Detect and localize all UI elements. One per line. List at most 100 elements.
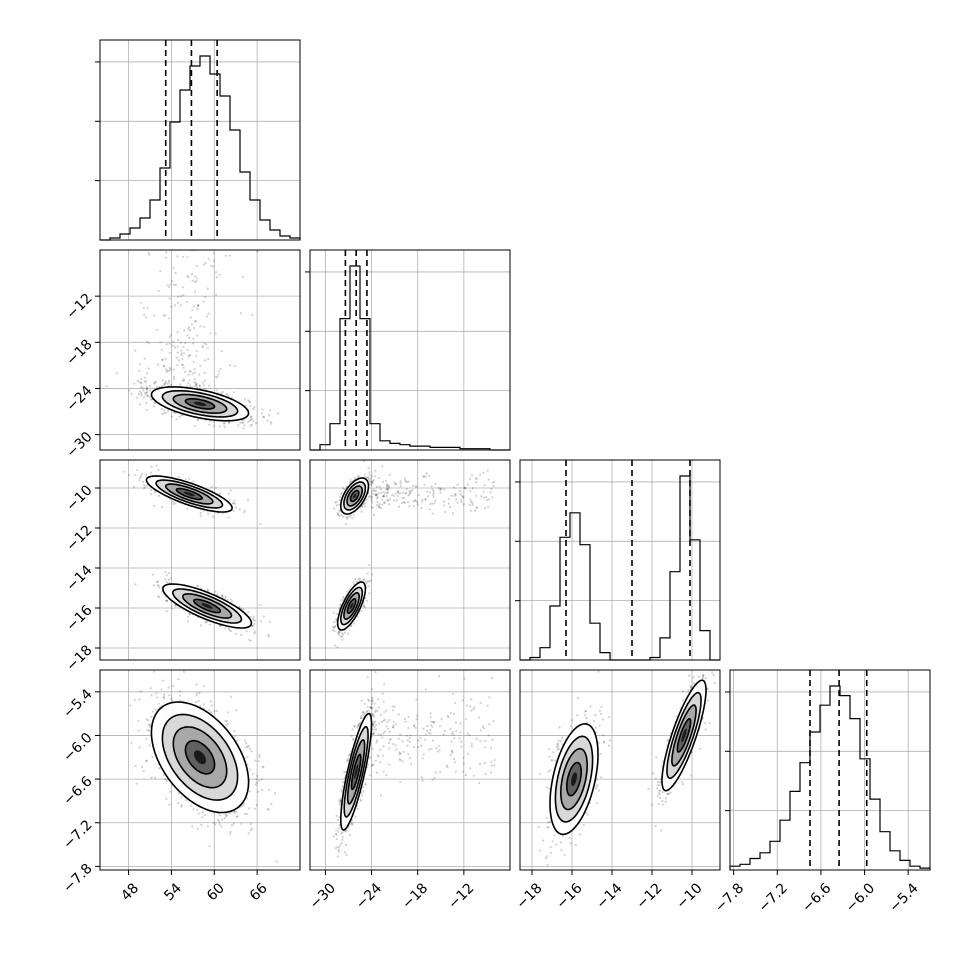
scatter-point bbox=[170, 415, 173, 418]
scatter-point bbox=[351, 517, 354, 520]
scatter-point bbox=[137, 380, 140, 383]
panel-frame bbox=[99, 249, 301, 451]
scatter-point bbox=[228, 629, 231, 632]
scatter-point bbox=[224, 595, 227, 598]
scatter-point bbox=[172, 500, 175, 503]
scatter-point bbox=[243, 509, 246, 512]
scatter-point bbox=[209, 700, 212, 703]
scatter-point bbox=[140, 301, 143, 304]
scatter-point bbox=[374, 475, 377, 478]
panel-frame bbox=[309, 249, 511, 451]
scatter-point bbox=[267, 808, 270, 811]
scatter-point bbox=[248, 419, 251, 422]
scatter-point bbox=[338, 498, 341, 502]
scatter-point bbox=[163, 383, 167, 386]
scatter-point bbox=[341, 635, 344, 639]
scatter-point bbox=[222, 422, 226, 425]
scatter-point bbox=[145, 718, 148, 721]
scatter-point bbox=[219, 624, 222, 627]
scatter-point bbox=[128, 473, 131, 477]
scatter-point bbox=[453, 494, 456, 498]
scatter-point bbox=[232, 502, 235, 505]
scatter-point bbox=[339, 603, 342, 606]
scatter-point bbox=[357, 578, 360, 581]
scatter-point bbox=[136, 468, 139, 472]
scatter-point bbox=[464, 487, 467, 490]
scatter-point bbox=[169, 384, 172, 387]
scatter-point bbox=[248, 401, 252, 404]
scatter-point bbox=[157, 494, 161, 497]
scatter-point bbox=[385, 488, 388, 491]
scatter-point bbox=[229, 364, 232, 367]
scatter-point bbox=[220, 350, 223, 353]
scatter-point bbox=[207, 512, 210, 515]
scatter-point bbox=[194, 320, 198, 323]
scatter-point bbox=[176, 345, 179, 348]
scatter-point bbox=[236, 815, 239, 818]
scatter-point bbox=[375, 497, 379, 500]
scatter-point bbox=[145, 408, 148, 411]
scatter-point bbox=[243, 424, 246, 427]
scatter-point bbox=[223, 422, 226, 425]
scatter-point bbox=[431, 512, 434, 515]
scatter-point bbox=[181, 358, 184, 361]
scatter-point bbox=[394, 492, 397, 495]
scatter-point bbox=[431, 502, 434, 505]
scatter-point bbox=[207, 589, 210, 592]
scatter-point bbox=[142, 396, 146, 399]
scatter-point bbox=[376, 501, 379, 504]
scatter-point bbox=[205, 343, 208, 346]
scatter-point bbox=[168, 366, 171, 370]
scatter-point bbox=[460, 500, 463, 503]
scatter-point bbox=[182, 293, 185, 297]
contour-line bbox=[181, 593, 233, 619]
scatter-point bbox=[201, 346, 204, 349]
scatter-point bbox=[249, 404, 252, 407]
scatter-point bbox=[157, 363, 160, 366]
contour-line bbox=[161, 389, 239, 418]
scatter-point bbox=[175, 418, 178, 421]
scatter-point bbox=[336, 646, 339, 649]
scatter-point bbox=[153, 491, 157, 494]
scatter-point bbox=[381, 465, 384, 468]
scatter-point bbox=[386, 488, 390, 491]
scatter-point bbox=[369, 477, 372, 480]
histogram-step-0 bbox=[100, 55, 301, 241]
scatter-point bbox=[362, 604, 365, 607]
contour-line bbox=[162, 583, 253, 629]
scatter-point bbox=[370, 484, 373, 487]
scatter-point bbox=[371, 501, 374, 504]
scatter-point bbox=[165, 370, 168, 373]
scatter-point bbox=[388, 473, 391, 477]
scatter-point bbox=[368, 473, 371, 476]
scatter-point bbox=[388, 498, 392, 501]
scatter-point bbox=[167, 578, 170, 581]
scatter-point bbox=[188, 370, 191, 373]
scatter-point bbox=[221, 595, 224, 599]
scatter-point bbox=[247, 399, 250, 402]
scatter-point bbox=[187, 615, 190, 618]
scatter-point bbox=[148, 342, 151, 345]
scatter-point bbox=[169, 368, 172, 371]
scatter-point bbox=[408, 493, 411, 496]
scatter-point bbox=[156, 581, 159, 584]
scatter-point bbox=[338, 509, 341, 512]
scatter-point bbox=[182, 366, 185, 369]
scatter-point bbox=[401, 491, 404, 494]
histogram-step-1 bbox=[310, 265, 510, 451]
scatter-point bbox=[144, 473, 148, 476]
scatter-point bbox=[348, 480, 352, 484]
scatter-point bbox=[428, 474, 431, 477]
scatter-point bbox=[339, 635, 342, 638]
scatter-point bbox=[140, 475, 143, 478]
scatter-point bbox=[188, 384, 192, 387]
scatter-point bbox=[209, 332, 212, 335]
scatter-point bbox=[199, 514, 202, 517]
scatter-point bbox=[248, 747, 251, 750]
contour-line bbox=[175, 487, 203, 501]
scatter-point bbox=[218, 273, 221, 276]
scatter-point bbox=[382, 480, 385, 483]
scatter-point bbox=[460, 494, 463, 497]
scatter-point bbox=[356, 475, 360, 479]
scatter-point bbox=[229, 830, 232, 834]
